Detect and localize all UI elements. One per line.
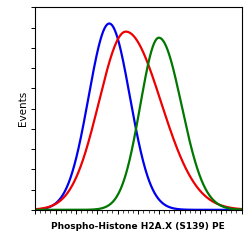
- Y-axis label: Events: Events: [18, 91, 28, 126]
- X-axis label: Phospho-Histone H2A.X (S139) PE: Phospho-Histone H2A.X (S139) PE: [51, 222, 225, 231]
